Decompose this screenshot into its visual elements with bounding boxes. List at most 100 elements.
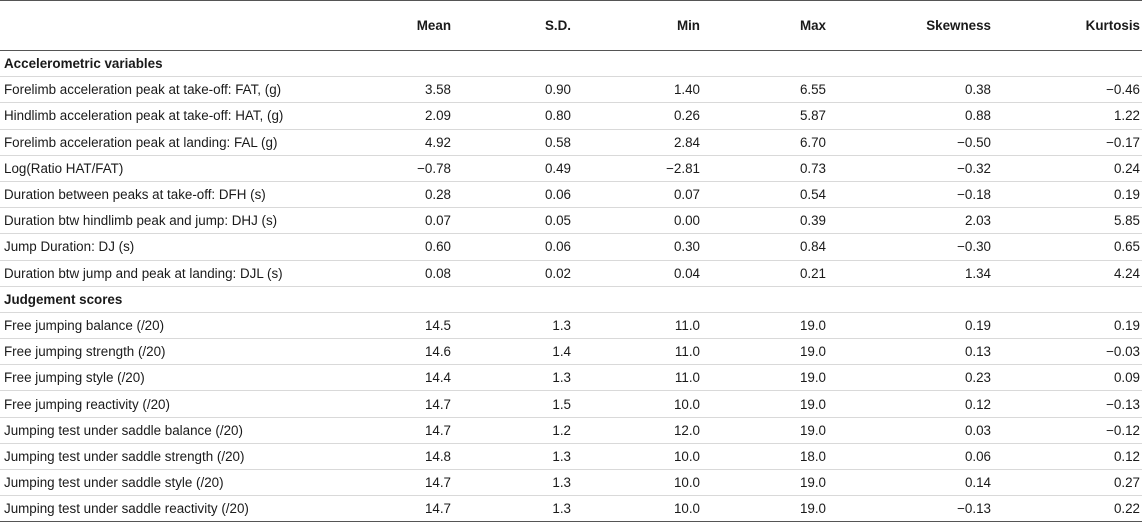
cell-min: 10.0	[599, 495, 727, 523]
cell-mean: 0.07	[370, 207, 464, 235]
cell-max: 19.0	[727, 417, 857, 444]
header-max: Max	[727, 0, 857, 51]
cell-mean: 2.09	[370, 102, 464, 130]
cell-sd: 0.06	[464, 233, 599, 261]
header-label	[0, 0, 370, 51]
cell-sd: 1.2	[464, 417, 599, 444]
row-label: Free jumping style (/20)	[0, 364, 370, 392]
cell-skewness: 0.06	[857, 443, 1011, 471]
row-label: Jumping test under saddle balance (/20)	[0, 417, 370, 444]
cell-kurtosis: 0.19	[1011, 181, 1142, 209]
cell-mean: 14.7	[370, 495, 464, 523]
cell-min: 10.0	[599, 390, 727, 418]
header-row: Mean S.D. Min Max Skewness Kurtosis	[0, 0, 1142, 51]
cell-skewness: 0.38	[857, 76, 1011, 104]
cell-sd: 1.4	[464, 338, 599, 366]
cell-sd: 0.58	[464, 129, 599, 156]
header-skewness: Skewness	[857, 0, 1011, 51]
cell-mean: 14.5	[370, 312, 464, 340]
cell-max: 5.87	[727, 102, 857, 130]
cell-sd: 0.80	[464, 102, 599, 130]
cell-kurtosis: 0.27	[1011, 469, 1142, 497]
row-label: Forelimb acceleration peak at landing: F…	[0, 129, 370, 156]
cell-mean: 14.8	[370, 443, 464, 471]
cell-kurtosis: −0.46	[1011, 76, 1142, 104]
table-row: Jumping test under saddle reactivity (/2…	[0, 495, 1142, 523]
table-row: Free jumping strength (/20) 14.6 1.4 11.0 19…	[0, 338, 1142, 366]
cell-kurtosis: 1.22	[1011, 102, 1142, 130]
cell-kurtosis: 0.24	[1011, 155, 1142, 182]
cell-mean: 14.6	[370, 338, 464, 366]
cell-max: 18.0	[727, 443, 857, 471]
cell-min: 11.0	[599, 338, 727, 366]
table-row: Jumping test under saddle balance (/20) 1…	[0, 417, 1142, 444]
table-row: Free jumping balance (/20) 14.5 1.3 11.0 19.…	[0, 312, 1142, 340]
cell-kurtosis: −0.13	[1011, 390, 1142, 418]
table-row: Jumping test under saddle strength (/20)…	[0, 443, 1142, 471]
cell-max: 6.55	[727, 76, 857, 104]
cell-kurtosis: 0.12	[1011, 443, 1142, 471]
cell-max: 19.0	[727, 364, 857, 392]
cell-min: 0.04	[599, 260, 727, 287]
header-mean: Mean	[370, 0, 464, 51]
table-row: Forelimb acceleration peak at landing: F…	[0, 129, 1142, 156]
cell-skewness: −0.50	[857, 129, 1011, 156]
cell-skewness: −0.30	[857, 233, 1011, 261]
row-label: Jumping test under saddle reactivity (/2…	[0, 495, 370, 523]
cell-kurtosis: 4.24	[1011, 260, 1142, 287]
cell-kurtosis: 0.19	[1011, 312, 1142, 340]
cell-kurtosis: 0.65	[1011, 233, 1142, 261]
cell-max: 19.0	[727, 312, 857, 340]
cell-max: 19.0	[727, 469, 857, 497]
cell-min: −2.81	[599, 155, 727, 182]
cell-min: 10.0	[599, 443, 727, 471]
cell-kurtosis: −0.03	[1011, 338, 1142, 366]
section-title: Judgement scores	[0, 286, 1142, 313]
table-row: Forelimb acceleration peak at take-off: …	[0, 76, 1142, 104]
row-label: Duration btw jump and peak at landing: D…	[0, 260, 370, 287]
cell-skewness: −0.32	[857, 155, 1011, 182]
section-header-row: Judgement scores	[0, 286, 1142, 313]
row-label: Free jumping reactivity (/20)	[0, 390, 370, 418]
cell-mean: 0.60	[370, 233, 464, 261]
header-sd: S.D.	[464, 0, 599, 51]
cell-min: 11.0	[599, 312, 727, 340]
cell-min: 0.07	[599, 181, 727, 209]
cell-sd: 0.05	[464, 207, 599, 235]
table-row: Log(Ratio HAT/FAT) −0.78 0.49 −2.81 0.73 −0.3…	[0, 155, 1142, 182]
cell-sd: 1.3	[464, 469, 599, 497]
section-title: Accelerometric variables	[0, 50, 1142, 78]
cell-mean: 4.92	[370, 129, 464, 156]
cell-kurtosis: 0.09	[1011, 364, 1142, 392]
cell-skewness: −0.18	[857, 181, 1011, 209]
cell-max: 19.0	[727, 390, 857, 418]
cell-max: 6.70	[727, 129, 857, 156]
cell-skewness: 0.23	[857, 364, 1011, 392]
table-row: Jump Duration: DJ (s) 0.60 0.06 0.30 0.84 −0.…	[0, 233, 1142, 261]
table-row: Free jumping style (/20) 14.4 1.3 11.0 19.0 0…	[0, 364, 1142, 392]
cell-sd: 0.02	[464, 260, 599, 287]
row-label: Free jumping balance (/20)	[0, 312, 370, 340]
cell-max: 0.54	[727, 181, 857, 209]
row-label: Duration btw hindlimb peak and jump: DHJ…	[0, 207, 370, 235]
cell-min: 0.26	[599, 102, 727, 130]
cell-min: 12.0	[599, 417, 727, 444]
section-header-row: Accelerometric variables	[0, 50, 1142, 78]
row-label: Jump Duration: DJ (s)	[0, 233, 370, 261]
cell-min: 0.00	[599, 207, 727, 235]
table-body: Accelerometric variables Forelimb acceler…	[0, 50, 1142, 523]
cell-skewness: 0.14	[857, 469, 1011, 497]
cell-kurtosis: 0.22	[1011, 495, 1142, 523]
cell-skewness: 0.03	[857, 417, 1011, 444]
header-kurtosis: Kurtosis	[1011, 0, 1142, 51]
cell-max: 0.39	[727, 207, 857, 235]
cell-mean: 0.28	[370, 181, 464, 209]
table-row: Duration between peaks at take-off: DFH …	[0, 181, 1142, 209]
row-label: Duration between peaks at take-off: DFH …	[0, 181, 370, 209]
cell-skewness: 0.19	[857, 312, 1011, 340]
table-row: Jumping test under saddle style (/20) 14.…	[0, 469, 1142, 497]
cell-kurtosis: 5.85	[1011, 207, 1142, 235]
row-label: Log(Ratio HAT/FAT)	[0, 155, 370, 182]
table-row: Free jumping reactivity (/20) 14.7 1.5 10.0…	[0, 390, 1142, 418]
